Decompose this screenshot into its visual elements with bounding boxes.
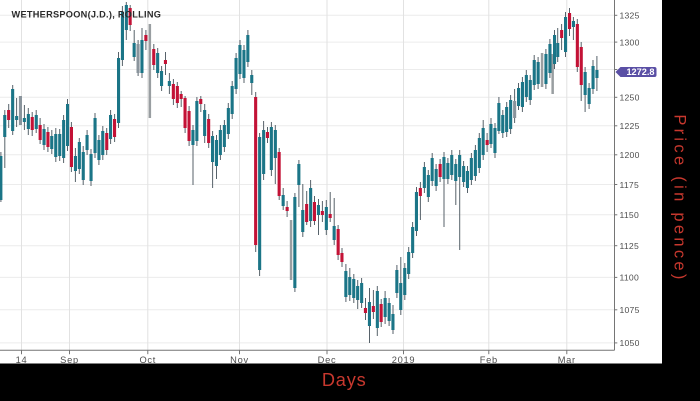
svg-text:2019: 2019	[392, 355, 415, 365]
svg-text:Dec: Dec	[318, 355, 337, 365]
svg-text:14: 14	[16, 355, 28, 365]
svg-text:Mar: Mar	[558, 355, 576, 365]
svg-text:Feb: Feb	[480, 355, 498, 365]
svg-text:1175: 1175	[620, 180, 639, 190]
svg-text:1050: 1050	[620, 338, 640, 348]
svg-text:1272.8: 1272.8	[626, 67, 654, 77]
svg-text:Oct: Oct	[140, 355, 157, 365]
svg-text:1100: 1100	[620, 273, 639, 283]
svg-text:Nov: Nov	[230, 355, 249, 365]
svg-text:1125: 1125	[620, 241, 639, 251]
svg-text:Sep: Sep	[60, 355, 79, 365]
svg-text:1075: 1075	[620, 305, 640, 315]
svg-text:1150: 1150	[620, 210, 639, 220]
svg-text:1200: 1200	[620, 150, 640, 160]
svg-text:1325: 1325	[620, 11, 640, 21]
svg-text:Days: Days	[322, 370, 367, 390]
svg-text:Price (in pence): Price (in pence)	[670, 114, 688, 282]
svg-text:1225: 1225	[620, 121, 640, 131]
svg-text:1250: 1250	[620, 93, 640, 103]
svg-text:1300: 1300	[620, 37, 640, 47]
svg-text:WETHERSPOON(J.D.), ROLLING: WETHERSPOON(J.D.), ROLLING	[12, 10, 162, 20]
